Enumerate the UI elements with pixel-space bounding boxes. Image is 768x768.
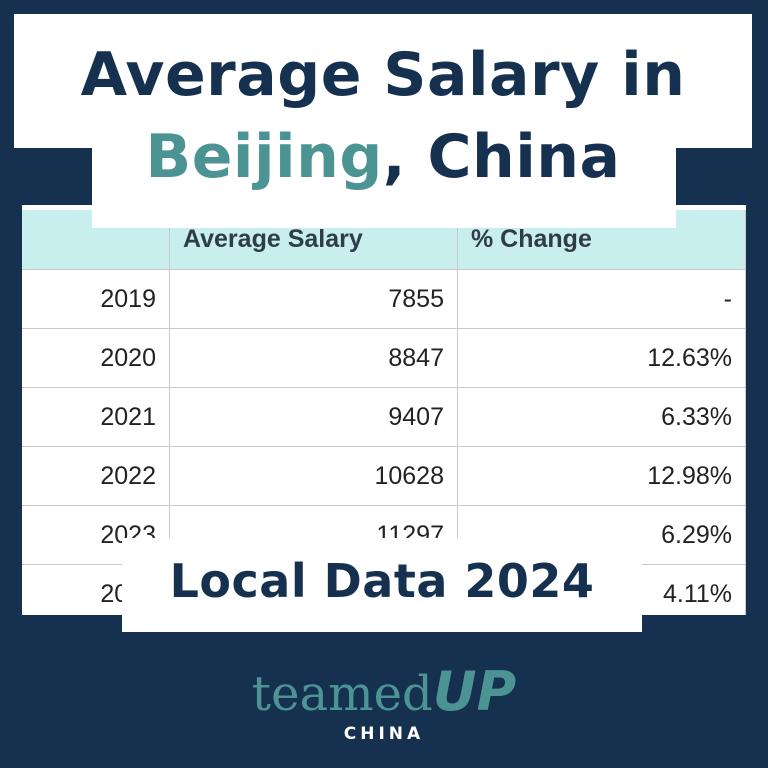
- table-cell: 10628: [170, 447, 458, 506]
- table-cell: 2021: [22, 388, 170, 447]
- table-cell: 12.98%: [458, 447, 746, 506]
- table-cell: 2022: [22, 447, 170, 506]
- table-cell: 2020: [22, 329, 170, 388]
- table-cell: 7855: [170, 270, 458, 329]
- table-cell: 4.11%: [458, 565, 746, 615]
- table-cell: 9407: [170, 388, 458, 447]
- title-box: [14, 14, 752, 148]
- title-line: Average Salary in: [14, 40, 752, 110]
- title-box: [92, 140, 676, 228]
- logo-text: teamed: [251, 666, 433, 722]
- title-text: Average Salary in: [80, 40, 686, 110]
- title-line: Beijing, China: [14, 122, 752, 192]
- logo: teamedUP: [0, 660, 768, 723]
- banner: Local Data 2024: [169, 554, 595, 608]
- table-cell: -: [458, 270, 746, 329]
- banner-box: [122, 538, 642, 632]
- table-cell: 12.63%: [458, 329, 746, 388]
- title-text: , China: [382, 122, 621, 192]
- title-highlight: Beijing: [145, 122, 383, 192]
- table-cell: 8847: [170, 329, 458, 388]
- logo-subtitle: CHINA: [343, 724, 425, 744]
- table-cell: 6.33%: [458, 388, 746, 447]
- logo-emphasis: UP: [432, 660, 517, 723]
- table-cell: 2019: [22, 270, 170, 329]
